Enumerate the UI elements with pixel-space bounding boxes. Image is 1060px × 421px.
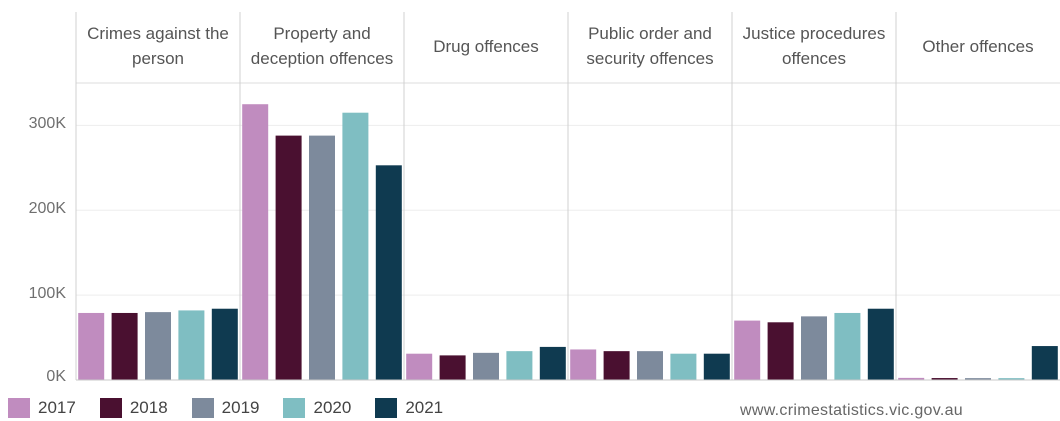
y-tick-label: 100K xyxy=(28,285,66,303)
bar-2021[interactable] xyxy=(375,165,402,380)
y-tick-label: 200K xyxy=(28,200,66,218)
bar-2017[interactable] xyxy=(406,353,433,380)
bar-2018[interactable] xyxy=(931,378,958,380)
bar-2018[interactable] xyxy=(275,135,302,380)
panel-header: Drug offences xyxy=(433,36,539,56)
bar-2019[interactable] xyxy=(637,351,663,380)
bar-2017[interactable] xyxy=(78,312,105,380)
bar-2020[interactable] xyxy=(998,378,1025,380)
legend-label-2020: 2020 xyxy=(313,398,352,417)
bar-2019[interactable] xyxy=(801,316,827,380)
legend-swatch-2021 xyxy=(375,398,398,418)
bar-2019[interactable] xyxy=(309,135,335,380)
legend-label-2021: 2021 xyxy=(405,398,444,417)
bar-2020[interactable] xyxy=(670,353,697,380)
bar-2020[interactable] xyxy=(178,310,205,380)
panel-header: Justice procedures offences xyxy=(742,24,886,68)
panel-header: Other offences xyxy=(922,36,1034,56)
bar-2021[interactable] xyxy=(867,308,894,380)
bar-2017[interactable] xyxy=(570,349,597,380)
legend-label-2017: 2017 xyxy=(38,398,76,417)
y-tick-label: 0K xyxy=(46,368,66,385)
bar-2019[interactable] xyxy=(965,378,991,380)
panel-header: Public order and security offences xyxy=(586,24,714,68)
bar-2019[interactable] xyxy=(473,352,499,380)
legend-swatch-2017 xyxy=(8,398,30,418)
source-credit: www.crimestatistics.vic.gov.au xyxy=(740,402,963,419)
legend-item-2018: 2018 xyxy=(99,398,168,418)
legend-item-2019: 2019 xyxy=(191,398,260,418)
legend-swatch-2019 xyxy=(191,398,214,418)
legend-item-2017: 2017 xyxy=(8,398,76,418)
legend-item-2020: 2020 xyxy=(283,398,351,418)
bar-2020[interactable] xyxy=(342,112,369,380)
bar-2018[interactable] xyxy=(439,355,466,380)
legend-label-2019: 2019 xyxy=(221,398,260,417)
legend-label-2018: 2018 xyxy=(129,398,168,417)
panel-header: Property and deception offences xyxy=(250,24,394,68)
bar-2020[interactable] xyxy=(506,351,533,380)
legend-swatch-2018 xyxy=(99,398,122,418)
bar-2021[interactable] xyxy=(539,346,566,380)
legend-item-2021: 2021 xyxy=(375,398,443,418)
bar-2020[interactable] xyxy=(834,312,861,380)
y-tick-label: 300K xyxy=(28,115,66,133)
bar-2019[interactable] xyxy=(145,312,171,380)
bar-2017[interactable] xyxy=(242,104,269,380)
bar-2017[interactable] xyxy=(734,320,761,380)
legend: 2017 2018 2019 2020 2021 xyxy=(8,397,467,419)
bar-2018[interactable] xyxy=(603,351,630,380)
bar-2018[interactable] xyxy=(111,312,138,380)
legend-swatch-2020 xyxy=(283,398,306,418)
bar-2017[interactable] xyxy=(898,377,925,380)
bar-2018[interactable] xyxy=(767,322,794,380)
bar-2021[interactable] xyxy=(703,353,730,380)
bar-2021[interactable] xyxy=(211,308,238,380)
bar-2021[interactable] xyxy=(1031,346,1058,380)
panel-header: Crimes against the person xyxy=(87,24,229,68)
